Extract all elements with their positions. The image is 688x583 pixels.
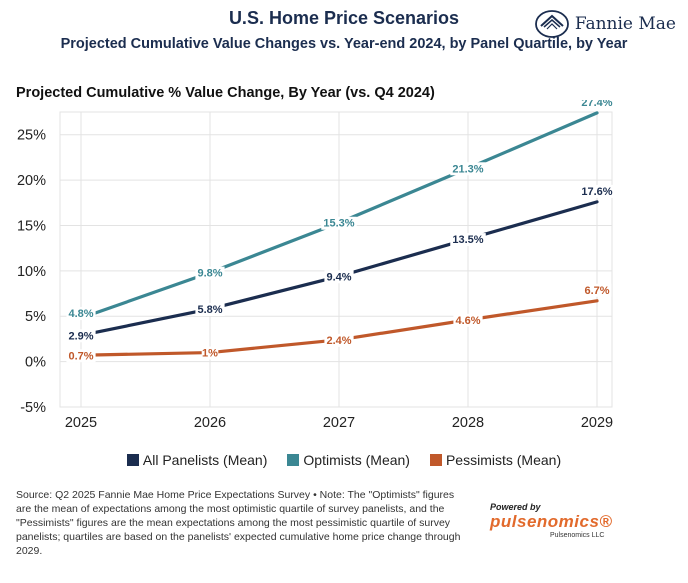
chart-title: Projected Cumulative % Value Change, By …	[16, 85, 435, 101]
data-label-bg	[66, 329, 96, 343]
data-label-bg	[195, 302, 225, 316]
data-label: 9.8%	[197, 268, 222, 280]
data-label: 21.3%	[452, 163, 483, 175]
x-tick-label: 2028	[452, 415, 484, 431]
legend-item-all: All Panelists (Mean)	[126, 452, 268, 468]
data-label-bg	[324, 333, 354, 347]
data-label: 0.7%	[68, 350, 93, 362]
legend-item-pessimists: Pessimists (Mean)	[429, 452, 562, 468]
data-label: 4.8%	[68, 308, 93, 320]
data-label: 5.8%	[197, 304, 222, 316]
legend-label-all: All Panelists (Mean)	[142, 452, 268, 468]
source-note: Source: Q2 2025 Fannie Mae Home Price Ex…	[16, 489, 461, 557]
x-tick-label: 2027	[323, 415, 355, 431]
data-label-bg	[453, 313, 483, 327]
pulsenomics-logo: Powered by pulsenomics® Pulsenomics LLC	[490, 502, 612, 539]
data-label-bg	[450, 162, 486, 176]
house-logo-icon	[534, 10, 569, 38]
y-tick-label: 5%	[25, 309, 46, 325]
data-label-bg	[579, 100, 615, 109]
data-label-bg	[450, 233, 486, 247]
page-title: U.S. Home Price Scenarios	[228, 8, 460, 28]
y-tick-label: 0%	[25, 355, 46, 371]
data-label-bg	[66, 307, 96, 321]
data-label-bg	[324, 270, 354, 284]
data-label-bg	[195, 266, 225, 280]
legend-swatch-optimists	[287, 454, 300, 466]
plot-area	[59, 111, 613, 408]
data-label-bg	[201, 346, 219, 360]
legend-item-optimists: Optimists (Mean)	[287, 452, 410, 468]
data-label: 4.6%	[455, 315, 480, 327]
logo-text: Fannie Mae	[574, 14, 676, 34]
legend-label-optimists: Optimists (Mean)	[303, 452, 410, 468]
pulsenomics-brand: pulsenomics®	[490, 512, 613, 531]
y-tick-label: 20%	[17, 173, 46, 189]
data-label: 2.4%	[326, 335, 351, 347]
legend-label-pessimists: Pessimists (Mean)	[445, 452, 562, 468]
x-tick-label: 2026	[194, 415, 226, 431]
y-tick-label: 25%	[17, 128, 46, 144]
y-tick-label: 15%	[17, 218, 46, 234]
page-subtitle: Projected Cumulative Value Changes vs. Y…	[60, 36, 628, 52]
y-tick-label: 10%	[17, 264, 46, 280]
chart-legend: All Panelists (Mean) Optimists (Mean) Pe…	[0, 452, 688, 468]
data-label: 1%	[202, 348, 218, 360]
y-tick-label: -5%	[20, 400, 46, 416]
data-label: 17.6%	[581, 186, 612, 198]
legend-swatch-pessimists	[429, 454, 442, 466]
data-label: 9.4%	[326, 271, 351, 283]
data-label-bg	[66, 349, 96, 363]
fannie-mae-logo: Fannie Mae	[534, 10, 676, 38]
legend-swatch-all	[126, 454, 139, 466]
powered-by-label: Powered by	[490, 502, 541, 512]
data-label: 27.4%	[581, 100, 612, 109]
x-tick-label: 2029	[581, 415, 613, 431]
x-tick-label: 2025	[65, 415, 97, 431]
data-label: 13.5%	[452, 234, 483, 246]
data-label-bg	[579, 184, 615, 198]
line-chart: -5% 0% 5% 10% 15% 20% 25% 2025 2026 2027 2028 2029 2…	[17, 100, 615, 431]
data-label: 2.9%	[68, 330, 93, 342]
pulsenomics-sub: Pulsenomics LLC	[549, 532, 605, 539]
data-label: 15.3%	[323, 218, 354, 230]
data-label-bg	[321, 216, 357, 230]
data-label: 6.7%	[584, 285, 609, 297]
data-label-bg	[582, 283, 612, 297]
